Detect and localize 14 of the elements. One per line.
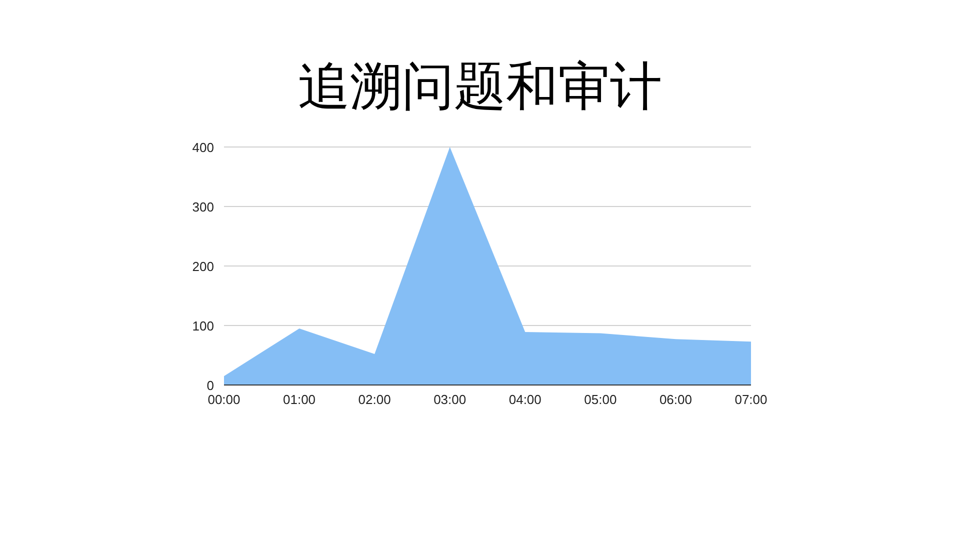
x-tick-label: 03:00 [434,392,466,407]
y-tick-label: 200 [192,259,214,274]
x-tick-label: 00:00 [208,392,240,407]
y-tick-label: 400 [192,140,214,155]
x-tick-label: 02:00 [358,392,391,407]
x-tick-label: 01:00 [283,392,316,407]
x-tick-label: 06:00 [659,392,692,407]
y-tick-label: 0 [206,378,214,393]
x-tick-label: 07:00 [734,392,768,407]
y-tick-label: 100 [192,318,214,334]
chart-title: 追溯问题和审计 [298,58,662,116]
x-tick-label: 05:00 [584,392,617,407]
y-tick-label: 300 [192,200,214,214]
x-tick-label: 04:00 [508,392,542,407]
